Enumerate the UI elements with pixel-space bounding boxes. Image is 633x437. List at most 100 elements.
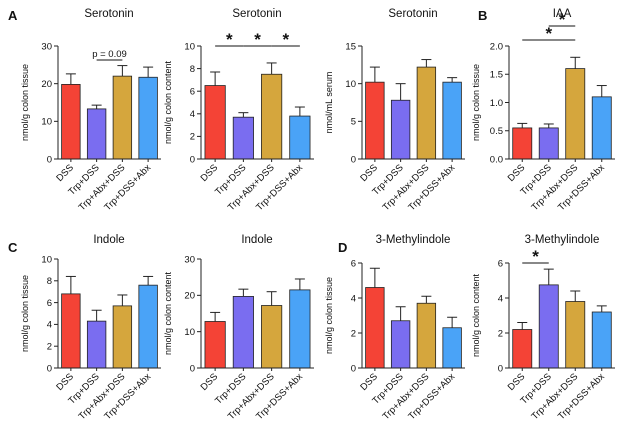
y-tick-label: 0.0 bbox=[490, 154, 503, 165]
bar-2 bbox=[390, 320, 411, 369]
y-tick-label: 0 bbox=[351, 154, 356, 165]
significance-label: * bbox=[282, 30, 289, 49]
x-category-label: DSS bbox=[358, 371, 380, 393]
chart-title: 3-Methylindole bbox=[525, 234, 600, 246]
y-tick-label: 0 bbox=[47, 363, 52, 374]
y-tick-label: 1.0 bbox=[490, 98, 503, 109]
chart-title: Serotonin bbox=[84, 8, 133, 20]
chart-title: 3-Methylindole bbox=[376, 234, 451, 246]
chart-8: 3-Methylindole nmol/g colon content 0 2 4 6 DS… bbox=[471, 234, 615, 422]
bar-1 bbox=[512, 127, 533, 160]
bar-2 bbox=[86, 108, 107, 160]
x-category-label: DSS bbox=[199, 162, 221, 184]
y-tick-label: 4 bbox=[190, 109, 195, 120]
chart-title: Serotonin bbox=[232, 8, 281, 20]
x-category-label: Trp+DSS+Abx bbox=[556, 162, 607, 213]
x-category-label: DSS bbox=[358, 162, 380, 184]
x-category-label: DSS bbox=[199, 371, 221, 393]
y-tick-label: 6 bbox=[190, 87, 195, 98]
y-tick-label: 2 bbox=[190, 132, 195, 143]
x-category-label: DSS bbox=[54, 371, 76, 393]
bar-2 bbox=[538, 127, 559, 160]
y-tick-label: 6 bbox=[47, 298, 52, 309]
bar-2 bbox=[232, 116, 254, 160]
panel-label-b: B bbox=[478, 8, 487, 23]
y-tick-label: 30 bbox=[41, 41, 52, 52]
significance-label: * bbox=[559, 10, 566, 29]
x-category-label: Trp+DSS+Abx bbox=[406, 371, 457, 422]
y-tick-label: 4 bbox=[47, 320, 52, 331]
y-tick-label: 8 bbox=[190, 64, 195, 75]
y-tick-label: 0 bbox=[190, 363, 195, 374]
y-axis-label: nmol/g colon tissue bbox=[20, 275, 30, 352]
bar-3 bbox=[261, 73, 283, 160]
bar-3 bbox=[112, 305, 133, 369]
y-tick-label: 2.0 bbox=[490, 41, 503, 52]
bar-4 bbox=[138, 76, 158, 160]
chart-5: Indole nmol/g colon tissue 0 2 4 6 8 10 DSS Trp+D… bbox=[20, 234, 161, 422]
y-tick-label: 6 bbox=[351, 258, 356, 269]
chart-title: Indole bbox=[93, 234, 124, 246]
x-category-label: Trp+DSS+Abx bbox=[102, 162, 153, 213]
y-axis-label: nmol/g colon tissue bbox=[471, 64, 481, 141]
x-category-label: DSS bbox=[506, 162, 528, 184]
bar-1 bbox=[204, 321, 226, 369]
bar-2 bbox=[538, 284, 559, 369]
significance-label: * bbox=[532, 247, 539, 266]
y-tick-label: 6 bbox=[498, 258, 503, 269]
bar-1 bbox=[61, 293, 81, 369]
bar-2 bbox=[390, 99, 411, 160]
bar-2 bbox=[86, 320, 107, 369]
bar-3 bbox=[261, 305, 283, 369]
y-tick-label: 15 bbox=[345, 41, 356, 52]
y-tick-label: 2 bbox=[351, 328, 356, 339]
chart-title: Serotonin bbox=[388, 8, 437, 20]
significance-label: p = 0.09 bbox=[92, 49, 127, 60]
y-tick-label: 8 bbox=[47, 276, 52, 287]
y-tick-label: 0 bbox=[351, 363, 356, 374]
y-tick-label: 20 bbox=[184, 291, 195, 302]
x-category-label: DSS bbox=[54, 162, 76, 184]
y-tick-label: 10 bbox=[41, 254, 52, 265]
x-category-label: Trp+DSS+Abx bbox=[102, 371, 153, 422]
y-tick-label: 5 bbox=[351, 117, 356, 128]
bar-4 bbox=[289, 115, 311, 160]
bar-1 bbox=[512, 329, 533, 369]
y-tick-label: 1.5 bbox=[490, 70, 503, 81]
y-tick-label: 10 bbox=[41, 117, 52, 128]
y-tick-label: 10 bbox=[184, 327, 195, 338]
bar-1 bbox=[365, 287, 385, 369]
bar-3 bbox=[565, 68, 586, 160]
bar-1 bbox=[365, 81, 385, 160]
x-category-label: DSS bbox=[506, 371, 528, 393]
y-axis-label: nmol/g colon content bbox=[163, 271, 173, 355]
y-tick-label: 0 bbox=[47, 154, 52, 165]
y-tick-label: 4 bbox=[351, 293, 356, 304]
y-tick-label: 30 bbox=[184, 254, 195, 265]
bar-3 bbox=[565, 301, 586, 369]
significance-label: * bbox=[254, 30, 261, 49]
y-axis-label: nmol/mL serum bbox=[324, 72, 334, 134]
significance-label: * bbox=[226, 30, 233, 49]
y-axis-label: nmol/g colon tissue bbox=[20, 64, 30, 141]
bar-4 bbox=[591, 311, 612, 369]
y-tick-label: 0 bbox=[498, 363, 503, 374]
bar-4 bbox=[442, 327, 462, 369]
chart-title: IAA bbox=[553, 8, 572, 20]
panel-label-c: C bbox=[8, 240, 18, 255]
y-axis-label: nmol/g colon tissue bbox=[324, 277, 334, 354]
significance-label: * bbox=[545, 24, 552, 43]
y-tick-label: 10 bbox=[184, 41, 195, 52]
y-tick-label: 10 bbox=[345, 79, 356, 90]
bar-4 bbox=[591, 96, 612, 160]
x-category-label: Trp+DSS+Abx bbox=[556, 371, 607, 422]
bar-3 bbox=[416, 66, 437, 160]
panel-label-d: D bbox=[338, 240, 347, 255]
y-tick-label: 2 bbox=[47, 342, 52, 353]
chart-1: Serotonin nmol/g colon tissue 0 10 20 30 DSS Tr… bbox=[20, 8, 161, 213]
chart-title: Indole bbox=[241, 234, 272, 246]
